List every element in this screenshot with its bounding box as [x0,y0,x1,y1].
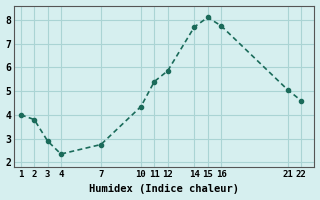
X-axis label: Humidex (Indice chaleur): Humidex (Indice chaleur) [89,184,239,194]
